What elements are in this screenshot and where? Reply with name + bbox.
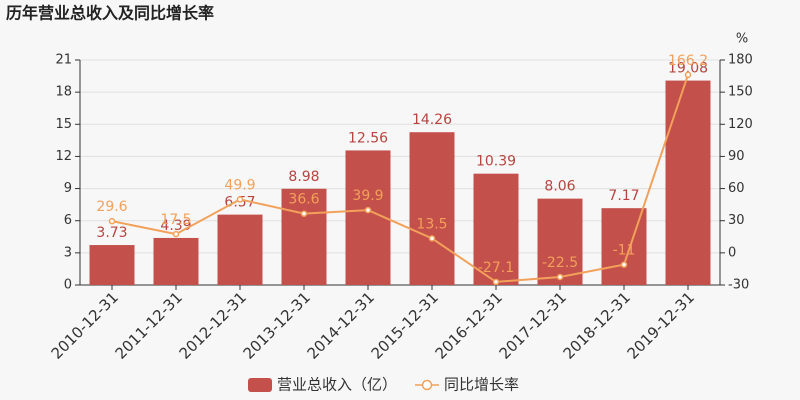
bar-value-label: 7.17 — [608, 188, 639, 204]
y2-tick-label: 150 — [728, 85, 753, 100]
y-tick-label: 18 — [55, 85, 72, 100]
bar — [153, 237, 199, 285]
bar-value-label: 12.56 — [348, 130, 388, 146]
bar-value-label: 8.98 — [288, 169, 319, 185]
legend-label: 营业总收入（亿） — [277, 376, 397, 394]
bar — [409, 132, 455, 285]
y2-tick-label: 180 — [728, 53, 753, 68]
bar-value-label: 8.06 — [544, 179, 575, 195]
y2-tick-label: 30 — [728, 213, 745, 228]
line-value-label: 13.5 — [416, 216, 447, 232]
line-value-label: -27.1 — [478, 260, 514, 276]
line-value-label: -11 — [613, 243, 636, 259]
line — [111, 74, 689, 283]
line-value-label: -22.5 — [542, 255, 578, 271]
line-point — [684, 71, 692, 79]
y-tick-label: 21 — [55, 53, 72, 68]
bar-value-label: 10.39 — [476, 154, 516, 170]
line-point — [108, 217, 116, 225]
chart-title: 历年营业总收入及同比增长率 — [6, 4, 214, 23]
bar — [473, 173, 519, 285]
bar-value-label: 19.08 — [668, 61, 708, 77]
line-point — [364, 206, 372, 214]
bar-value-label: 14.26 — [412, 112, 452, 128]
line-value-label: 29.6 — [96, 199, 127, 215]
legend-swatch-point — [421, 379, 433, 391]
line-point — [620, 261, 628, 268]
y2-tick-label: -30 — [728, 278, 749, 293]
line-point — [300, 210, 308, 217]
y-tick-label: 12 — [55, 149, 72, 164]
line-point — [236, 196, 244, 203]
y2-tick-label: 90 — [728, 149, 745, 164]
legend-label: 同比增长率 — [444, 376, 519, 394]
y-tick-label: 0 — [64, 278, 72, 293]
legend-swatch — [248, 378, 272, 392]
line-value-label: 39.9 — [352, 188, 383, 204]
line-value-label: 36.6 — [288, 192, 319, 208]
y2-tick-label: 60 — [728, 181, 745, 196]
line-point — [556, 273, 564, 281]
line-point — [492, 278, 500, 286]
y2-axis-label: % — [736, 32, 748, 47]
line-point — [428, 235, 436, 242]
y-tick-label: 3 — [64, 245, 72, 260]
y-tick-label: 15 — [55, 117, 72, 132]
bar-value-label: 3.73 — [96, 225, 127, 241]
bar — [537, 198, 583, 285]
y-tick-label: 6 — [64, 213, 72, 228]
bar — [665, 80, 711, 285]
bar — [89, 245, 135, 285]
line-value-label: 166.2 — [668, 53, 708, 69]
bar — [217, 214, 263, 285]
line-value-label: 49.9 — [224, 177, 255, 193]
bar — [281, 188, 327, 285]
y-tick-label: 9 — [64, 181, 72, 196]
line-point — [172, 230, 180, 238]
line-value-label: 17.5 — [160, 212, 191, 228]
y2-tick-label: 0 — [728, 245, 736, 260]
y2-tick-label: 120 — [728, 117, 753, 132]
